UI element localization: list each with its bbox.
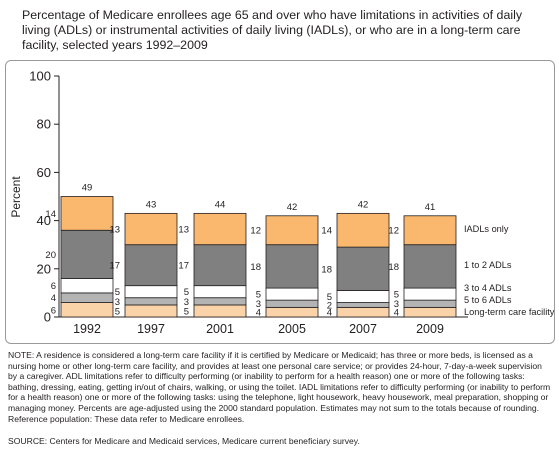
- x-tick-label: 1997: [137, 322, 165, 336]
- total-label: 42: [358, 199, 369, 210]
- chart-source: SOURCE: Centers for Medicare and Medicai…: [8, 436, 360, 446]
- data-label: 12: [388, 226, 399, 237]
- bar-segment: [403, 215, 457, 246]
- data-label: 5: [394, 290, 399, 301]
- y-axis-label: Percent: [9, 176, 23, 218]
- data-label: 3: [184, 297, 189, 308]
- data-label: 5: [327, 292, 332, 303]
- legend-entry: IADLs only: [464, 224, 509, 234]
- bar-segment: [193, 304, 247, 318]
- bar-segment: [265, 244, 319, 289]
- y-tick-label: 100: [29, 69, 51, 84]
- bar-segment: [193, 285, 247, 299]
- data-label: 12: [250, 226, 261, 237]
- data-label: 5: [184, 287, 189, 298]
- bar-segment: [336, 306, 390, 318]
- bar-segment: [193, 297, 247, 306]
- data-label: 3: [115, 297, 120, 308]
- x-tick-label: 2005: [278, 322, 306, 336]
- data-label: 4: [394, 308, 399, 319]
- legend-entry: Long-term care facility: [464, 307, 554, 317]
- data-label: 14: [321, 226, 332, 237]
- bar-segment: [265, 287, 319, 301]
- bar-segment: [60, 292, 114, 303]
- y-tick-label: 80: [37, 117, 51, 132]
- bar-segment: [60, 278, 114, 294]
- bar-segment: [265, 299, 319, 308]
- total-label: 49: [82, 183, 93, 194]
- data-label: 18: [388, 262, 399, 273]
- bar-segment: [336, 212, 390, 248]
- bar-segment: [403, 299, 457, 308]
- data-label: 18: [321, 264, 332, 275]
- bar-segment: [124, 304, 178, 318]
- data-label: 13: [109, 225, 120, 236]
- total-label: 43: [146, 199, 157, 210]
- data-label: 6: [51, 281, 56, 292]
- data-label: 5: [115, 306, 120, 317]
- chart-note: NOTE: A residence is considered a long-t…: [8, 350, 551, 424]
- bar-segment: [403, 306, 457, 318]
- x-tick-label: 2009: [416, 322, 444, 336]
- bar-segment: [193, 212, 247, 246]
- data-label: 4: [51, 293, 56, 304]
- legend-entry: 5 to 6 ADLs: [464, 295, 512, 305]
- y-tick-label: 40: [37, 213, 51, 228]
- bar-segment: [265, 306, 319, 318]
- bar-segment: [124, 297, 178, 306]
- x-tick-label: 2001: [206, 322, 234, 336]
- legend-entry: 3 to 4 ADLs: [464, 283, 512, 293]
- bar-segment: [60, 229, 114, 279]
- data-label: 18: [250, 262, 261, 273]
- bar-segment: [60, 196, 114, 231]
- stacked-bar-chart: 020406080100Percent646201449199253517134…: [9, 69, 554, 337]
- chart-title: Percentage of Medicare enrollees age 65 …: [22, 8, 523, 52]
- data-label: 20: [45, 250, 56, 261]
- bar-segment: [403, 287, 457, 301]
- data-label: 5: [115, 287, 120, 298]
- data-label: 17: [178, 261, 189, 272]
- data-label: 5: [256, 290, 261, 301]
- data-label: 4: [327, 308, 332, 319]
- bar-segment: [403, 244, 457, 289]
- chart-panel: 0 20 40 60 80 100 Percent 6 4 6 20 14 49 1992 5 3 5 17 13 4…: [5, 60, 555, 344]
- x-tick-label: 1992: [73, 322, 101, 336]
- legend-entry: 1 to 2 ADLs: [464, 260, 512, 270]
- bar-segment: [336, 302, 390, 308]
- total-label: 41: [425, 202, 436, 213]
- bar-segment: [124, 244, 178, 287]
- data-label: 5: [184, 306, 189, 317]
- data-label: 14: [45, 209, 56, 220]
- x-tick-label: 2007: [349, 322, 377, 336]
- bar-segment: [336, 290, 390, 303]
- data-label: 2: [327, 300, 332, 311]
- data-label: 3: [394, 299, 399, 310]
- bar-segment: [265, 215, 319, 246]
- bar-segment: [124, 285, 178, 299]
- bar-segment: [193, 244, 247, 287]
- y-tick-label: 0: [44, 310, 51, 325]
- data-label: 13: [178, 225, 189, 236]
- data-label: 6: [51, 305, 56, 316]
- total-label: 42: [287, 202, 298, 213]
- data-label: 4: [256, 308, 261, 319]
- bar-segment: [60, 302, 114, 318]
- total-label: 44: [215, 199, 226, 210]
- data-label: 17: [109, 261, 120, 272]
- bar-segment: [336, 246, 390, 291]
- y-tick-label: 60: [37, 165, 51, 180]
- data-label: 3: [256, 299, 261, 310]
- bar-segment: [124, 212, 178, 246]
- y-tick-label: 20: [37, 261, 51, 276]
